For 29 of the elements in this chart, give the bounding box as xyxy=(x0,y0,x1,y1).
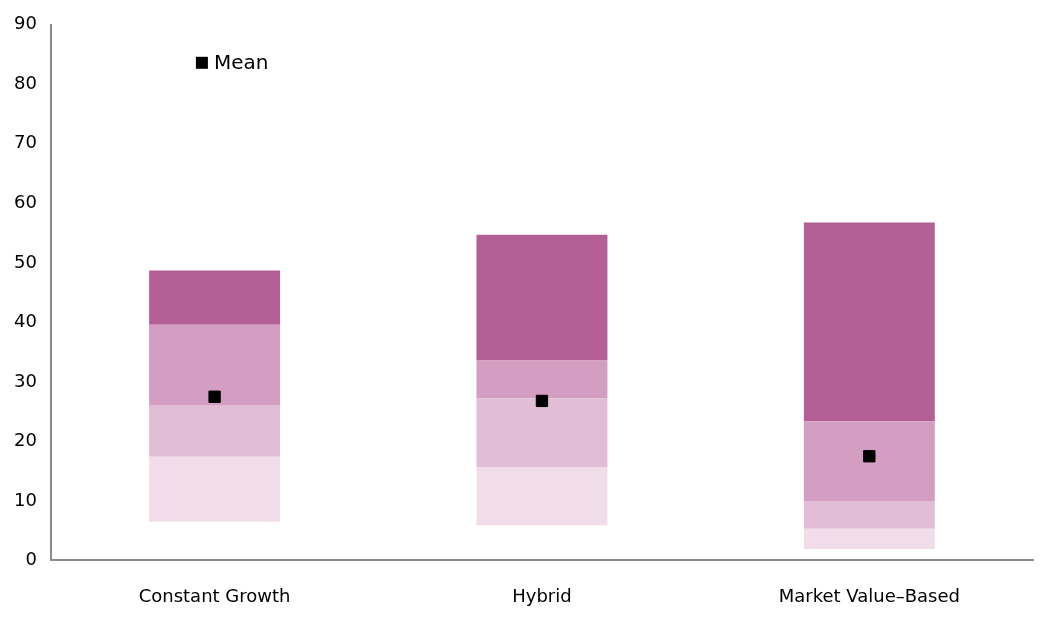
x-tick-label: Constant Growth xyxy=(138,584,291,606)
bar xyxy=(803,500,935,529)
legend-label: Mean xyxy=(213,50,269,74)
bar xyxy=(476,466,608,526)
y-tick-label: 60 xyxy=(14,191,37,213)
bar xyxy=(149,405,281,457)
point xyxy=(863,450,876,463)
x-tick-label: Hybrid xyxy=(512,584,572,606)
bar xyxy=(803,421,935,501)
bar xyxy=(149,324,281,406)
y-tick-label: 50 xyxy=(14,250,37,272)
y-tick-label: 40 xyxy=(14,310,37,332)
y-tick-label: 90 xyxy=(14,12,37,34)
y-tick-label: 0 xyxy=(25,548,37,570)
bar xyxy=(149,270,281,325)
y-tick-label: 70 xyxy=(14,131,37,153)
bar xyxy=(803,528,935,550)
point xyxy=(535,394,549,408)
y-tick-label: 10 xyxy=(14,488,37,510)
point xyxy=(208,390,221,403)
y-tick-label: 80 xyxy=(14,71,37,93)
y-tick-label: 30 xyxy=(14,369,37,391)
bar xyxy=(803,222,935,422)
bar xyxy=(149,456,281,522)
bar xyxy=(476,360,608,399)
bar xyxy=(476,234,608,361)
y-tick-label: 20 xyxy=(14,429,37,451)
bar xyxy=(476,398,608,467)
x-tick-label: Market Value–Based xyxy=(778,584,960,606)
